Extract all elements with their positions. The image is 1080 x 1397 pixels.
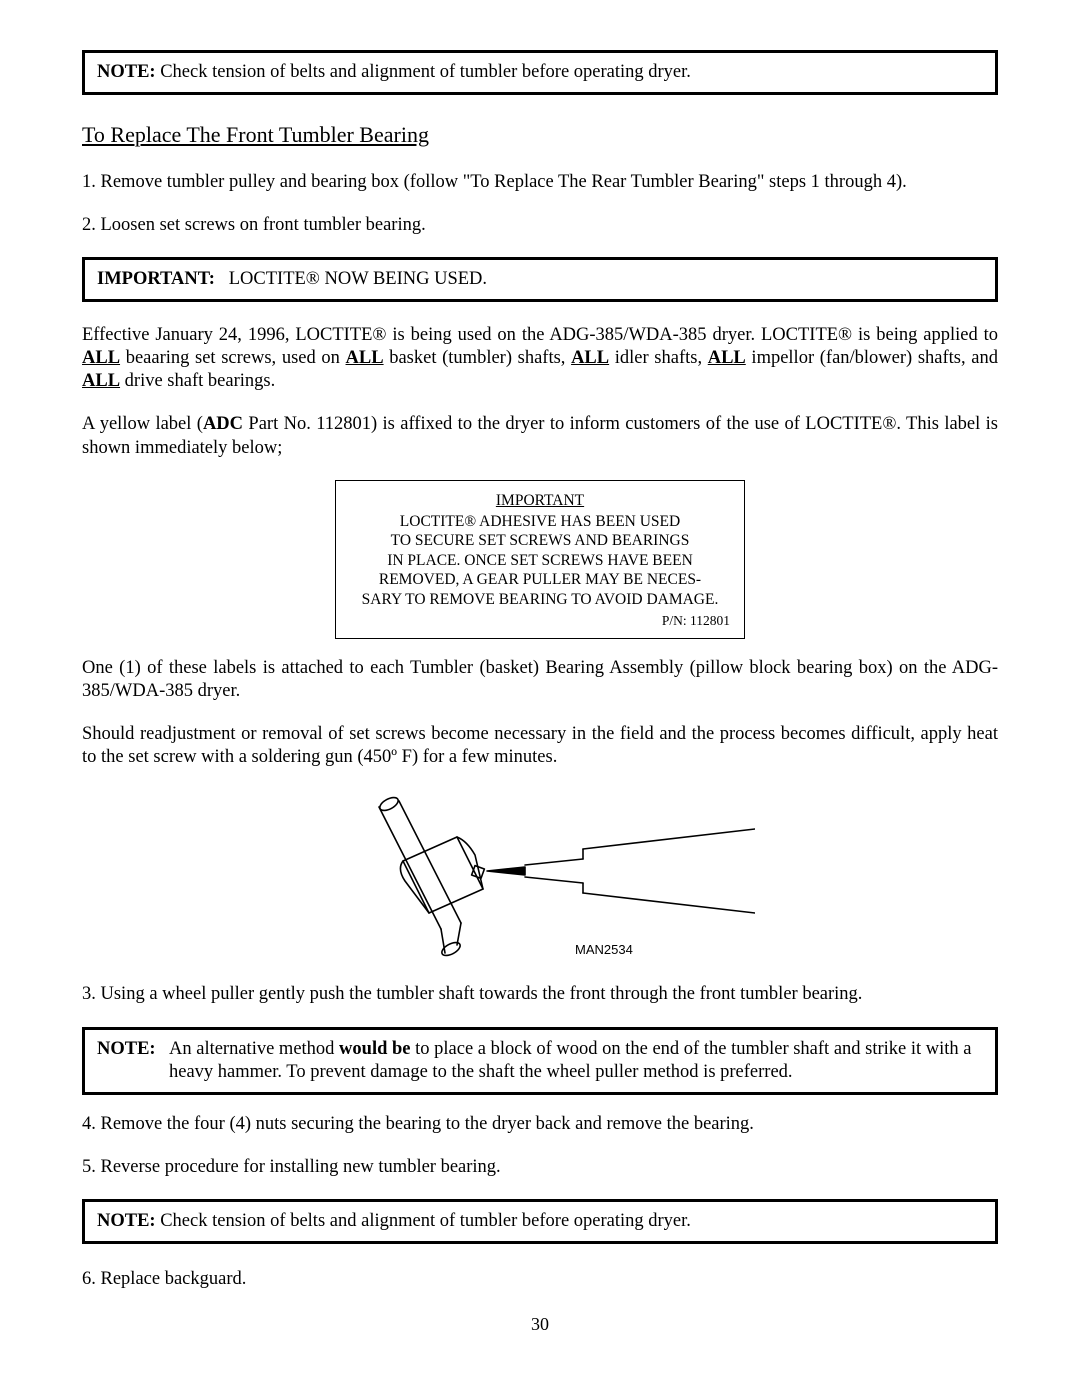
adc-bold: ADC xyxy=(203,414,243,434)
step-1: 1. Remove tumbler pulley and bearing box… xyxy=(82,171,998,194)
all-word: ALL xyxy=(571,348,609,368)
paragraph-loctite-applied: Effective January 24, 1996, LOCTITE® is … xyxy=(82,324,998,393)
step-4: 4. Remove the four (4) nuts securing the… xyxy=(82,1113,998,1136)
all-word: ALL xyxy=(346,348,384,368)
note-box-top: NOTE: Check tension of belts and alignme… xyxy=(82,50,998,95)
note-box-alternative: NOTE:An alternative method would be to p… xyxy=(82,1027,998,1095)
step-2: 2. Loosen set screws on front tumbler be… xyxy=(82,214,998,237)
important-label: IMPORTANT: xyxy=(97,269,215,289)
important-text: LOCTITE® NOW BEING USED. xyxy=(229,269,487,289)
step-5: 5. Reverse procedure for installing new … xyxy=(82,1156,998,1179)
warning-label-box: IMPORTANT LOCTITE® ADHESIVE HAS BEEN USE… xyxy=(335,480,745,639)
label-box-line: TO SECURE SET SCREWS AND BEARINGS xyxy=(391,532,690,549)
label-box-line: LOCTITE® ADHESIVE HAS BEEN USED xyxy=(400,513,680,530)
label-box-pn: P/N: 112801 xyxy=(350,613,730,630)
note-box-bottom: NOTE: Check tension of belts and alignme… xyxy=(82,1199,998,1244)
soldering-diagram: MAN2534 xyxy=(82,789,998,971)
all-word: ALL xyxy=(82,348,120,368)
page-number: 30 xyxy=(82,1313,998,1336)
note-label: NOTE: xyxy=(97,1211,156,1231)
label-box-line: IN PLACE. ONCE SET SCREWS HAVE BEEN xyxy=(387,552,693,569)
note-label: NOTE: xyxy=(97,62,156,82)
note-text: Check tension of belts and alignment of … xyxy=(160,62,691,82)
label-box-line: REMOVED, A GEAR PULLER MAY BE NECES- xyxy=(379,571,701,588)
diagram-label: MAN2534 xyxy=(575,942,633,957)
note-text: Check tension of belts and alignment of … xyxy=(160,1211,691,1231)
all-word: ALL xyxy=(82,371,120,391)
paragraph-yellow-label: A yellow label (ADC Part No. 112801) is … xyxy=(82,413,998,459)
soldering-diagram-svg: MAN2534 xyxy=(325,789,755,964)
step-6: 6. Replace backguard. xyxy=(82,1268,998,1291)
section-title: To Replace The Front Tumbler Bearing xyxy=(82,121,998,149)
label-box-title: IMPORTANT xyxy=(350,491,730,510)
paragraph-heat: Should readjustment or removal of set sc… xyxy=(82,723,998,769)
paragraph-label-attached: One (1) of these labels is attached to e… xyxy=(82,657,998,703)
label-box-line: SARY TO REMOVE BEARING TO AVOID DAMAGE. xyxy=(362,591,719,608)
step-3: 3. Using a wheel puller gently push the … xyxy=(82,983,998,1006)
important-box: IMPORTANT: LOCTITE® NOW BEING USED. xyxy=(82,257,998,302)
all-word: ALL xyxy=(708,348,746,368)
